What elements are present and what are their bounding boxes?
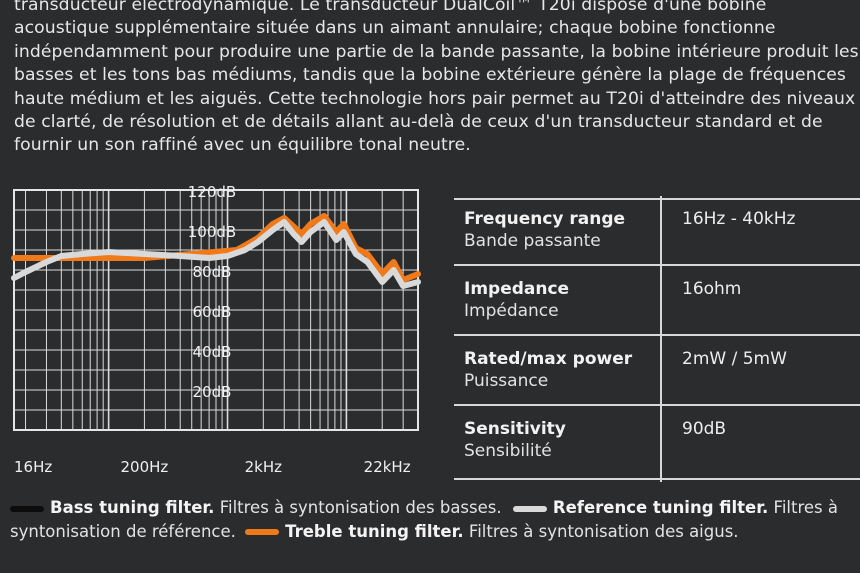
table-divider: [454, 478, 860, 480]
spec-value: 90dB: [682, 419, 727, 439]
legend-reference-text: Filtres à: [773, 498, 838, 517]
legend-reference-text-2: syntonisation de référence.: [10, 521, 236, 541]
x-tick-label: 2kHz: [245, 458, 283, 476]
paragraph-line: fournir un son raffiné avec un équilibre…: [14, 135, 471, 156]
table-divider: [454, 198, 860, 200]
spec-label: Frequency range: [464, 209, 626, 229]
y-tick-label: 60dB: [193, 303, 232, 321]
spec-value: 2mW / 5mW: [682, 349, 787, 369]
description-paragraph: transducteur électrodynamique. Le transd…: [14, 0, 860, 158]
spec-label: Rated/max power: [464, 349, 633, 369]
y-tick-label: 80dB: [193, 263, 232, 281]
spec-row-frequency: Frequency range Bande passante 16Hz - 40…: [464, 208, 844, 268]
table-divider: [454, 264, 860, 266]
frequency-response-chart: 120dB 100dB 80dB 60dB 40dB 20dB 16Hz 200Hz 2kHz 2…: [11, 183, 421, 476]
treble-swatch: [245, 529, 280, 535]
series-line: [11, 213, 421, 283]
spec-label-fr: Sensibilité: [464, 441, 552, 461]
spec-row-impedance: Impedance Impédance 16ohm: [464, 278, 844, 338]
paragraph-line: acoustique supplémentaire située dans un…: [14, 18, 776, 39]
table-divider: [454, 404, 860, 406]
paragraph-line: de clarté, de résolution et de détails a…: [14, 112, 823, 133]
x-tick-label: 200Hz: [121, 458, 169, 476]
spec-label: Impedance: [464, 279, 570, 299]
reference-swatch: [512, 505, 547, 512]
spec-label-fr: Puissance: [464, 371, 549, 391]
spec-row-power: Rated/max power Puissance 2mW / 5mW: [464, 348, 844, 408]
x-tick-label: 22kHz: [364, 458, 411, 476]
legend: Bass tuning filter. Filtres à syntonisat…: [10, 496, 850, 543]
y-tick-label: 120dB: [188, 183, 236, 201]
spec-row-sensitivity: Sensitivity Sensibilité 90dB: [464, 418, 844, 478]
paragraph-line: haute médium et les aiguës. Cette techno…: [14, 88, 856, 109]
spec-value: 16ohm: [682, 279, 742, 299]
spec-label-fr: Impédance: [464, 301, 559, 321]
table-divider: [660, 196, 662, 482]
paragraph-line: indépendamment pour produire une partie …: [14, 41, 859, 62]
paragraph-line: transducteur électrodynamique. Le transd…: [14, 0, 767, 15]
y-tick-label: 20dB: [193, 383, 232, 401]
legend-treble-title: Treble tuning filter.: [285, 521, 464, 541]
legend-bass-text: Filtres à syntonisation des basses.: [219, 498, 502, 517]
legend-bass-title: Bass tuning filter.: [50, 498, 215, 517]
series-line: [11, 219, 421, 289]
bass-swatch: [10, 505, 44, 512]
legend-treble-text: Filtres à syntonisation des aigus.: [468, 521, 739, 541]
y-tick-label: 100dB: [188, 223, 236, 241]
y-tick-label: 40dB: [193, 343, 232, 361]
spec-label-fr: Bande passante: [464, 231, 601, 251]
paragraph-line: basses et les tons bas médiums, tandis q…: [14, 65, 846, 86]
x-tick-label: 16Hz: [14, 458, 52, 476]
spec-label: Sensitivity: [464, 419, 566, 439]
spec-table: Frequency range Bande passante 16Hz - 40…: [440, 190, 860, 482]
legend-reference-title: Reference tuning filter.: [552, 498, 769, 517]
spec-value: 16Hz - 40kHz: [682, 209, 796, 229]
table-divider: [454, 334, 860, 336]
